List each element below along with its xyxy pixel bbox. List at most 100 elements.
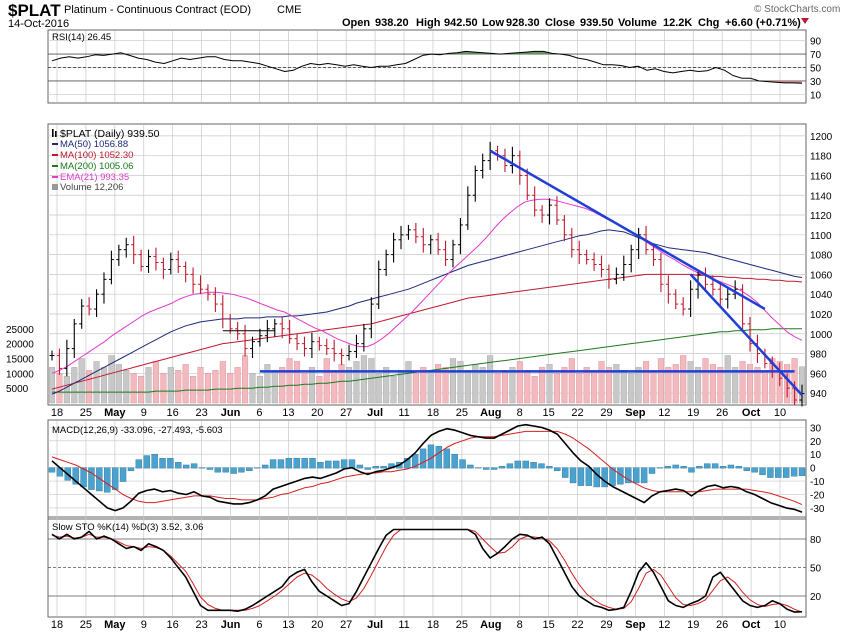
macd-histogram-bar	[790, 467, 798, 477]
x-tick-label: 20	[311, 407, 323, 419]
macd-histogram-bar	[656, 467, 664, 469]
volume-bar	[479, 367, 486, 404]
volume-bar	[204, 373, 211, 404]
x-tick-label: 29	[600, 407, 612, 419]
volume-tick-label: 20000	[6, 340, 34, 351]
instrument-name: Platinum - Continuous Contract (EOD)	[64, 4, 251, 16]
volume-bar	[746, 364, 754, 404]
macd-histogram-bar	[411, 454, 419, 469]
macd-histogram-bar	[546, 466, 553, 469]
price-plot	[49, 141, 805, 407]
macd-tick-label: 10	[810, 450, 822, 461]
price-tick-label: 1180	[810, 152, 832, 163]
volume-bar	[605, 367, 612, 404]
volume-bar	[761, 370, 768, 404]
chg-label: Chg	[698, 17, 719, 29]
macd-histogram-bar	[340, 459, 348, 469]
price-legend-icon-2	[55, 131, 57, 137]
x-tick-label: Jun	[221, 407, 241, 419]
x-tick-label-bottom: 6	[256, 619, 262, 631]
volume-bar	[420, 367, 427, 404]
volume-bar	[568, 358, 575, 404]
macd-histogram-bar	[538, 463, 545, 469]
volume-legend-label: Volume 12,206	[60, 182, 123, 193]
x-tick-label: 23	[195, 407, 207, 419]
volume-bar	[509, 367, 516, 404]
exchange-label: CME	[277, 4, 301, 16]
macd-histogram-bar	[743, 467, 750, 472]
rsi-plot	[48, 50, 806, 84]
macd-histogram-bar	[640, 467, 648, 484]
x-tick-label-bottom: 25	[456, 619, 468, 631]
price-tick-label: 1200	[810, 132, 833, 143]
volume-bar	[561, 367, 568, 404]
price-panel	[47, 123, 807, 406]
macd-histogram-bar	[230, 467, 237, 474]
volume-bar	[256, 376, 263, 404]
volume-bar	[687, 361, 694, 404]
x-tick-label-bottom: 20	[311, 619, 323, 631]
stochastic-panel	[47, 516, 807, 618]
volume-bar	[234, 367, 241, 404]
price-tick-label: 960	[810, 369, 827, 380]
macd-histogram-bar	[119, 467, 127, 482]
volume-bar	[331, 370, 338, 404]
ema21-legend-label: EMA(21) 993.35	[60, 172, 129, 183]
x-tick-label-bottom: 11	[398, 619, 409, 631]
x-tick-label: 10	[774, 407, 786, 419]
rsi-line	[51, 50, 803, 84]
macd-histogram-bar	[222, 467, 229, 473]
x-tick-label: 18	[51, 407, 63, 419]
x-tick-label: 25	[80, 407, 92, 419]
macd-tick-label: 30	[810, 423, 822, 434]
macd-histogram-bar	[206, 467, 214, 470]
macd-histogram-bar	[88, 467, 95, 490]
macd-histogram-bar	[451, 454, 458, 469]
x-tick-label: May	[104, 407, 126, 419]
macd-tick-label: 20	[810, 437, 822, 448]
macd-histogram-bar	[151, 454, 158, 469]
rsi-overbought-fill	[508, 51, 552, 55]
volume-bar	[487, 355, 494, 404]
ma100-legend-label: MA(100) 1052.30	[60, 150, 133, 161]
macd-histogram-bar	[198, 467, 206, 469]
ma50-legend-label: MA(50) 1056.88	[60, 139, 128, 150]
macd-tick-label: -10	[810, 477, 825, 488]
rsi-overbought-fill	[448, 51, 492, 55]
volume-bar	[160, 373, 167, 404]
watermark: © StockCharts.com	[754, 4, 840, 15]
volume-bar	[138, 376, 145, 404]
trend-line	[689, 273, 803, 396]
macd-histogram-bar	[775, 467, 782, 478]
stochastic-tick-label: 20	[810, 592, 822, 603]
macd-histogram-bar	[506, 463, 514, 469]
price-tick-label: 1020	[810, 310, 833, 321]
macd-histogram-bar	[735, 466, 743, 469]
volume-tick-label: 25000	[6, 325, 34, 336]
volume-bar	[442, 367, 449, 404]
volume-bar	[724, 355, 731, 404]
x-tick-label-bottom: May	[104, 619, 126, 631]
price-tick-label: 980	[810, 350, 827, 361]
volume-bar	[591, 370, 598, 404]
volume-bar	[264, 364, 271, 404]
close-value: 939.50	[580, 17, 614, 29]
macd-histogram-bar	[254, 467, 261, 469]
x-tick-label-bottom: Jun	[221, 619, 241, 631]
macd-histogram-bar	[175, 462, 182, 469]
macd-histogram-bar	[751, 467, 758, 473]
volume-label: Volume	[618, 17, 657, 29]
volume-bar	[531, 376, 538, 404]
price-tick-label: 1140	[810, 191, 832, 202]
macd-histogram-bar	[214, 467, 221, 473]
macd-histogram-bar	[285, 458, 293, 469]
volume-bar	[457, 361, 464, 404]
volume-bar	[494, 373, 501, 404]
volume-bar	[368, 358, 375, 404]
x-tick-label: 9	[141, 407, 147, 419]
volume-bar	[665, 367, 672, 404]
macd-histogram-bar	[325, 460, 332, 469]
macd-histogram-bar	[490, 467, 498, 470]
x-tick-label-bottom: 25	[80, 619, 92, 631]
macd-histogram-bar	[798, 467, 806, 476]
